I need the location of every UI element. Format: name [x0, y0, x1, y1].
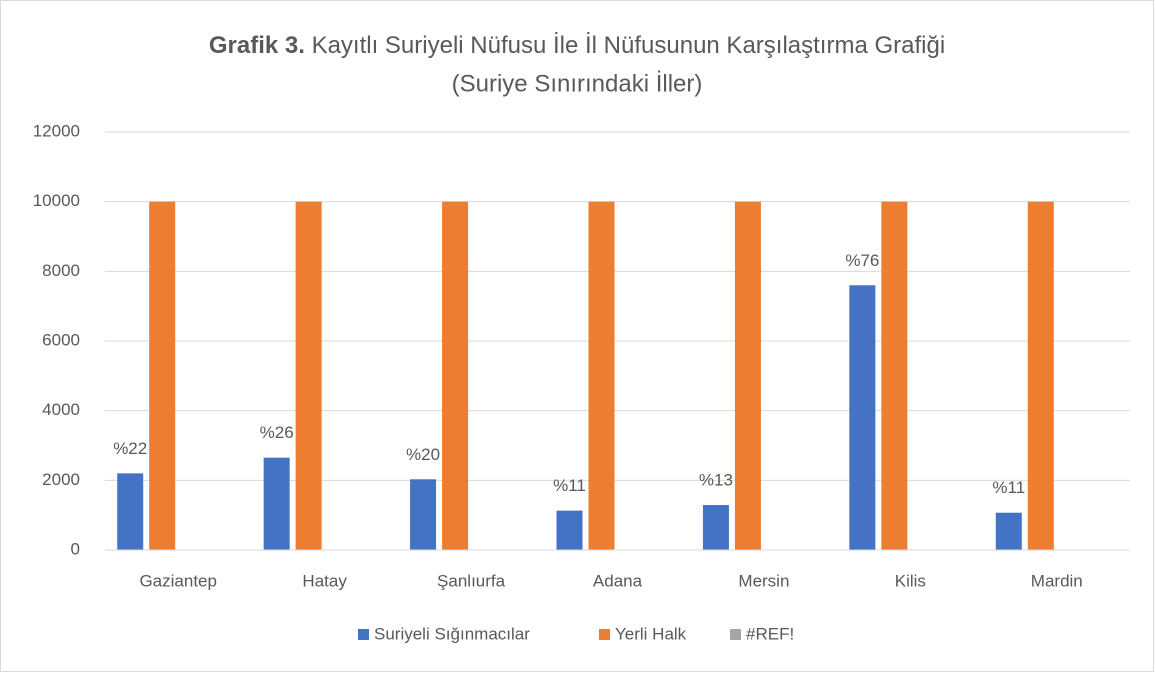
- x-tick-label: Adana: [593, 571, 643, 590]
- y-tick-label: 4000: [42, 400, 80, 419]
- data-label: %26: [260, 423, 294, 442]
- bar: [442, 201, 469, 550]
- data-label: %22: [113, 439, 147, 458]
- bar: [1027, 201, 1054, 550]
- bar: [556, 510, 583, 550]
- bar: [410, 479, 437, 550]
- data-label: %11: [992, 478, 1025, 497]
- x-tick-label: Mardin: [1031, 571, 1083, 590]
- y-tick-label: 0: [71, 539, 80, 558]
- x-tick-label: Kilis: [895, 571, 926, 590]
- bar: [881, 201, 908, 550]
- bar: [849, 285, 876, 550]
- bar: [263, 457, 290, 550]
- bar: [117, 473, 144, 550]
- legend-swatch: [358, 629, 369, 640]
- legend-swatch: [599, 629, 610, 640]
- chart-title: Grafik 3. Kayıtlı Suriyeli Nüfusu İle İl…: [209, 32, 945, 59]
- title-bold: Grafik 3.: [209, 32, 305, 59]
- bar: [149, 201, 176, 550]
- bar: [295, 201, 322, 550]
- x-tick-label: Şanlıurfa: [437, 571, 506, 590]
- data-label: %20: [406, 445, 440, 464]
- x-tick-label: Gaziantep: [139, 571, 217, 590]
- chart-subtitle: (Suriye Sınırındaki İller): [452, 70, 703, 97]
- legend-label: #REF!: [746, 624, 794, 643]
- data-label: %11: [553, 476, 586, 495]
- bar: [588, 201, 615, 550]
- data-label: %76: [845, 251, 879, 270]
- x-tick-label: Hatay: [302, 571, 347, 590]
- y-tick-label: 10000: [33, 191, 80, 210]
- x-tick-label: Mersin: [738, 571, 789, 590]
- title-text: Kayıtlı Suriyeli Nüfusu İle İl Nüfusunun…: [312, 32, 946, 59]
- bar: [702, 505, 729, 550]
- bar: [995, 512, 1022, 550]
- y-tick-label: 8000: [42, 261, 80, 280]
- y-tick-label: 2000: [42, 470, 80, 489]
- data-label: %13: [699, 471, 733, 490]
- y-tick-label: 12000: [33, 121, 80, 140]
- legend-label: Yerli Halk: [615, 624, 687, 643]
- legend-label: Suriyeli Sığınmacılar: [374, 624, 530, 643]
- bar: [734, 201, 761, 550]
- y-tick-label: 6000: [42, 330, 80, 349]
- legend-swatch: [730, 629, 741, 640]
